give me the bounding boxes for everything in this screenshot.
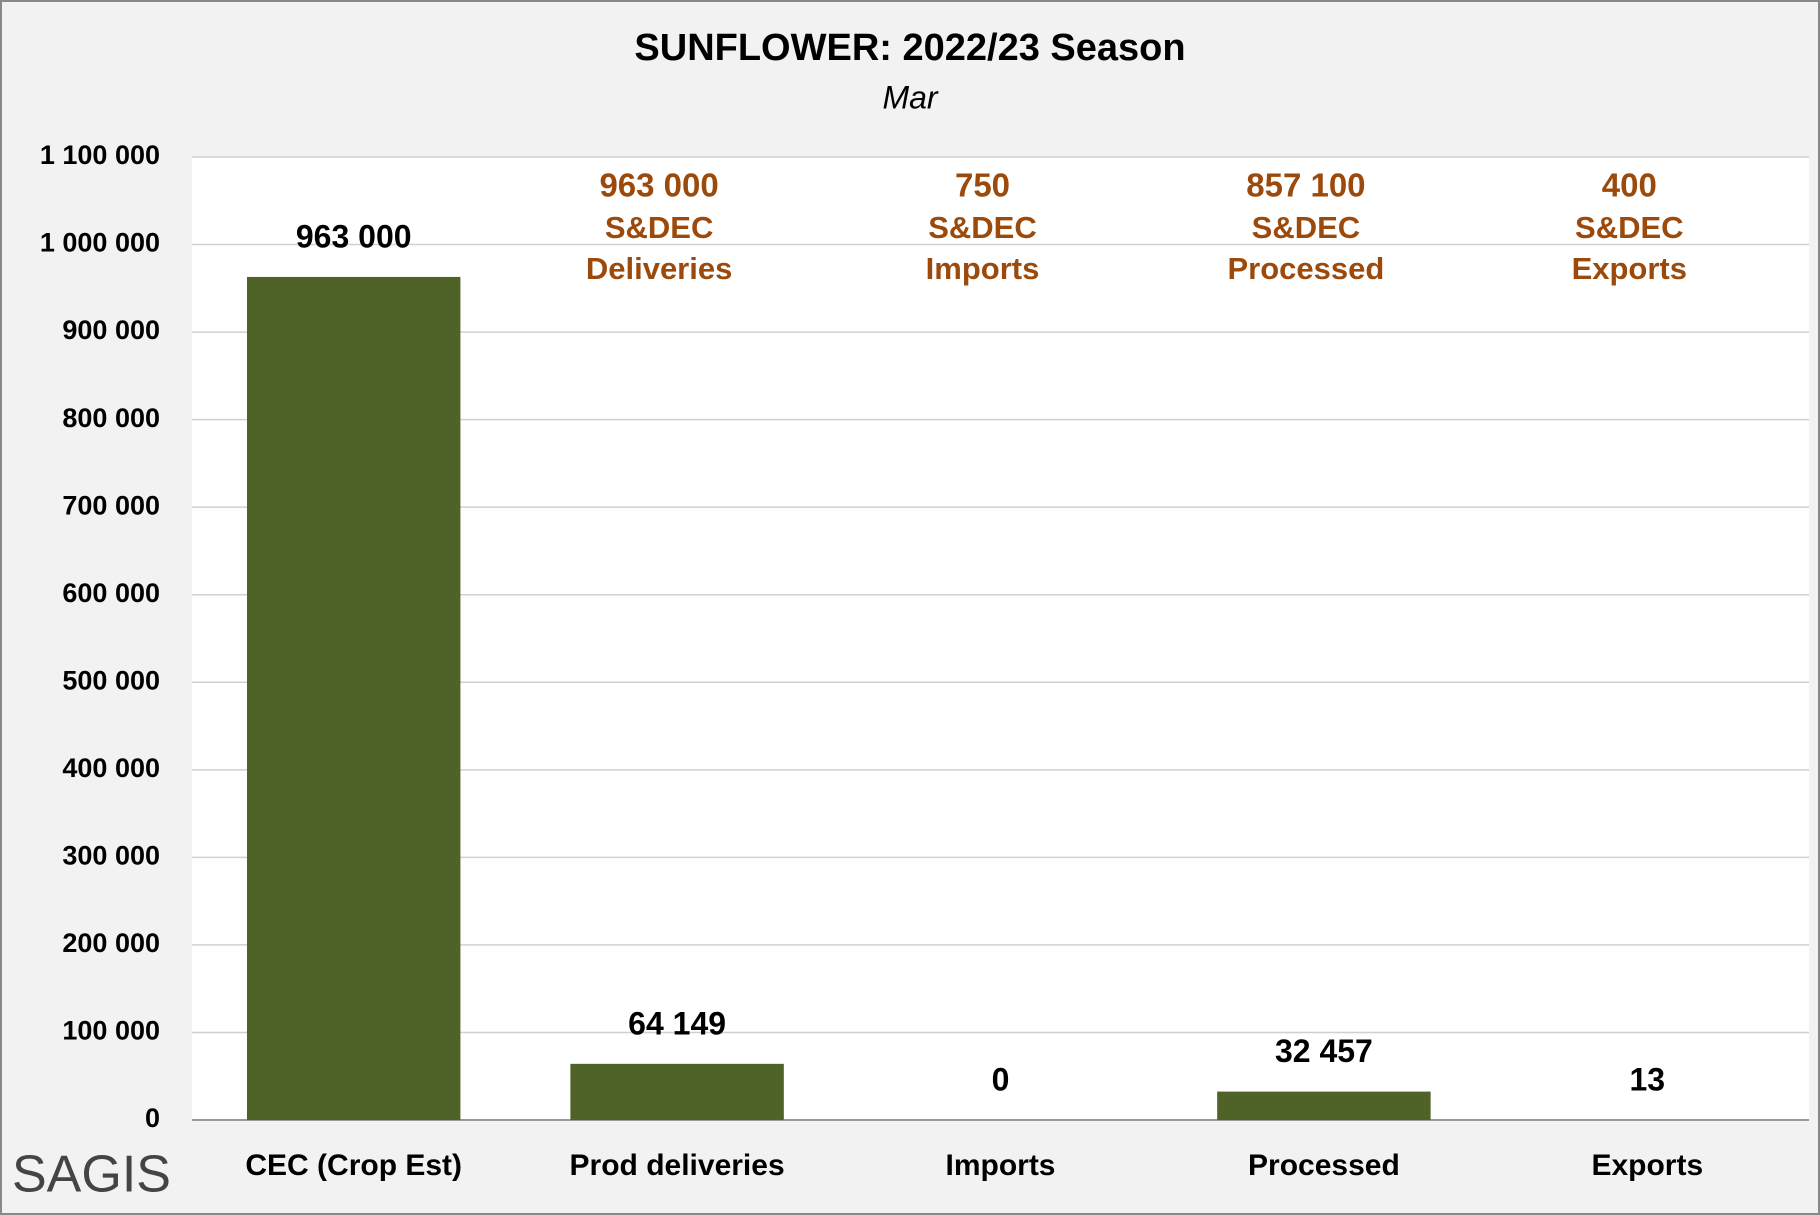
logo: SAGIS [12,1146,171,1204]
annotation-text: Processed [1227,251,1384,286]
x-tick-label: Processed [1248,1149,1400,1182]
value-label: 32 457 [1275,1033,1373,1069]
x-tick-label: Exports [1591,1149,1703,1182]
chart-subtitle: Mar [882,79,938,115]
bar [570,1063,784,1120]
annotation-text: Exports [1572,251,1687,286]
chart-title: SUNFLOWER: 2022/23 Season [634,27,1185,69]
y-tick-label: 1 000 000 [40,228,160,258]
y-tick-label: 200 000 [62,928,160,958]
bar [246,276,461,1121]
y-tick-label: 800 000 [62,403,160,433]
value-label: 0 [992,1061,1010,1097]
x-tick-label: Prod deliveries [570,1149,785,1182]
y-tick-label: 0 [145,1103,160,1133]
y-tick-label: 900 000 [62,315,160,345]
annotation-text: S&DEC [605,210,714,245]
y-tick-label: 700 000 [62,490,160,520]
annotation-text: Imports [926,251,1040,286]
value-label: 963 000 [296,218,412,254]
annotation-value: 857 100 [1246,167,1365,204]
x-tick-label: CEC (Crop Est) [245,1149,462,1182]
value-label: 64 149 [628,1005,726,1041]
annotation-text: Deliveries [586,251,733,286]
annotation-value: 963 000 [599,167,718,204]
annotation-text: S&DEC [1575,210,1684,245]
y-tick-label: 100 000 [62,1016,160,1046]
y-tick-label: 400 000 [62,753,160,783]
y-tick-label: 300 000 [62,840,160,870]
annotation-text: S&DEC [928,210,1037,245]
y-tick-label: 500 000 [62,665,160,695]
y-tick-label: 1 100 000 [40,140,160,170]
annotation-text: S&DEC [1252,210,1361,245]
annotation-value: 400 [1602,167,1657,204]
y-tick-label: 600 000 [62,578,160,608]
value-label: 13 [1630,1061,1666,1097]
x-tick-label: Imports [945,1149,1055,1182]
annotation-value: 750 [955,167,1010,204]
plot-area [192,157,1809,1120]
bar [1217,1091,1431,1120]
